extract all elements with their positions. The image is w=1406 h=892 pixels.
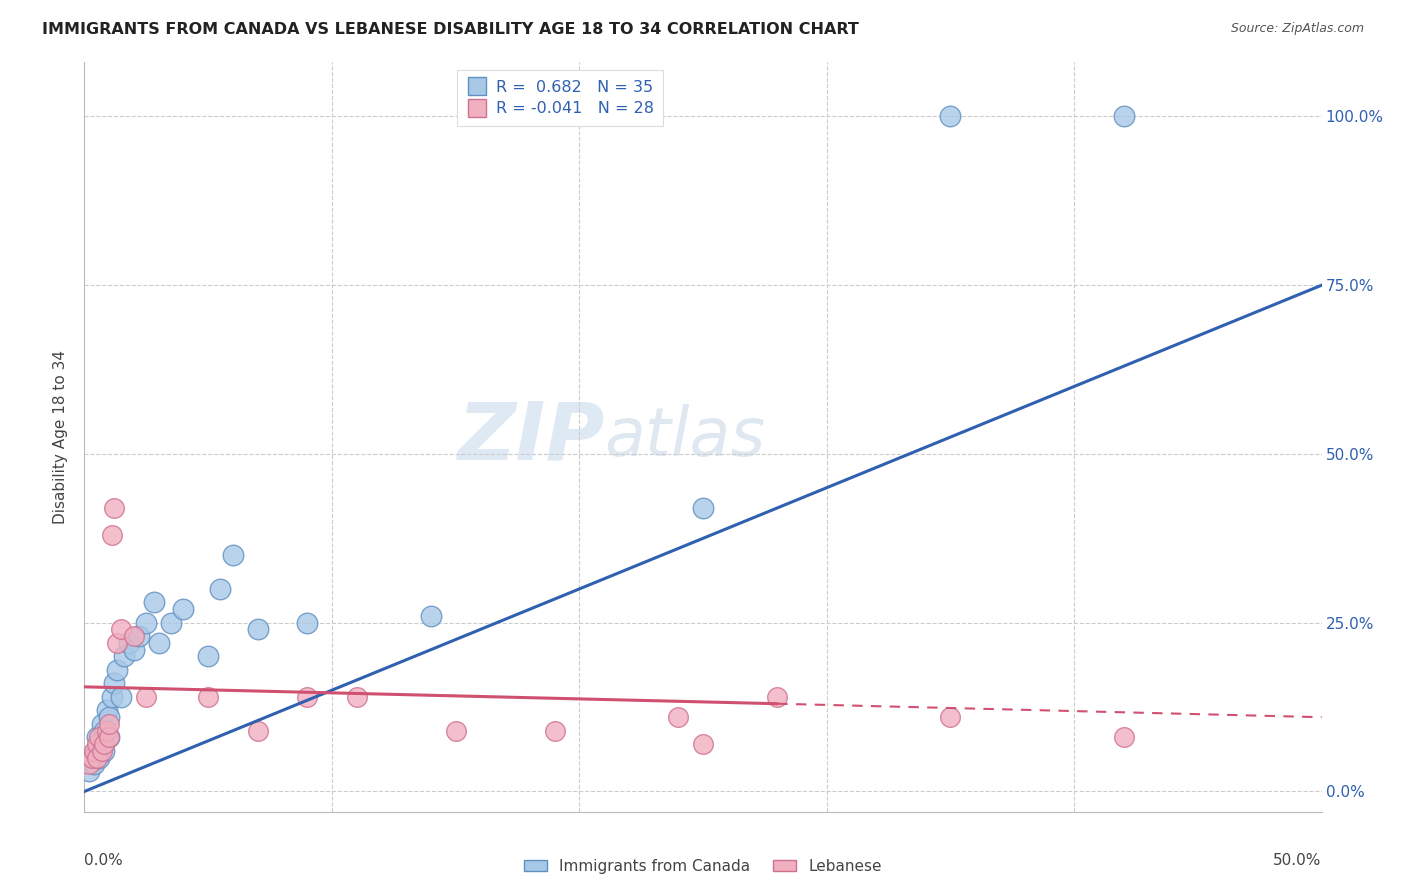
Point [197,690,219,704]
Point [197,649,219,664]
Point [89,750,111,764]
Point [86,750,108,764]
Text: ZIP: ZIP [457,398,605,476]
Text: atlas: atlas [605,404,765,470]
Point [444,723,467,738]
Point [90,744,112,758]
Point [295,615,318,630]
Point [246,623,269,637]
Point [105,663,128,677]
Point [222,548,245,562]
Point [96,723,118,738]
Point [419,609,441,624]
Point [766,690,789,704]
Point [86,744,108,758]
Point [128,629,150,643]
Point [100,528,122,542]
Point [346,690,368,704]
Point [692,737,714,751]
Point [135,615,157,630]
Point [122,629,145,643]
Y-axis label: Disability Age 18 to 34: Disability Age 18 to 34 [53,350,69,524]
Point [83,744,105,758]
Point [79,764,101,779]
Point [142,595,165,609]
Point [692,500,714,515]
Point [79,757,101,772]
Point [110,690,132,704]
Point [160,615,183,630]
Point [89,731,111,745]
Point [103,676,125,690]
Text: 0.0%: 0.0% [84,853,124,868]
Point [135,690,157,704]
Point [148,636,170,650]
Point [666,710,689,724]
Point [83,757,105,772]
Point [98,717,121,731]
Point [112,649,135,664]
Point [98,710,121,724]
Legend: R =  0.682   N = 35, R = -0.041   N = 28: R = 0.682 N = 35, R = -0.041 N = 28 [457,70,664,126]
Text: IMMIGRANTS FROM CANADA VS LEBANESE DISABILITY AGE 18 TO 34 CORRELATION CHART: IMMIGRANTS FROM CANADA VS LEBANESE DISAB… [42,22,859,37]
Legend: Immigrants from Canada, Lebanese: Immigrants from Canada, Lebanese [517,853,889,880]
Point [246,723,269,738]
Text: Source: ZipAtlas.com: Source: ZipAtlas.com [1230,22,1364,36]
Point [209,582,232,596]
Point [118,636,141,650]
Point [86,737,108,751]
Point [80,750,103,764]
Point [939,110,962,124]
Point [122,642,145,657]
Point [1112,731,1135,745]
Point [1112,110,1135,124]
Point [295,690,318,704]
Point [939,710,962,724]
Point [90,717,112,731]
Point [93,723,115,738]
Point [80,750,103,764]
Point [98,731,121,745]
Point [543,723,565,738]
Point [98,731,121,745]
Point [93,744,115,758]
Point [86,731,108,745]
Text: 50.0%: 50.0% [1274,853,1322,868]
Point [90,737,112,751]
Point [96,703,118,717]
Point [172,602,194,616]
Point [110,623,132,637]
Point [105,636,128,650]
Point [100,690,122,704]
Point [103,500,125,515]
Point [93,737,115,751]
